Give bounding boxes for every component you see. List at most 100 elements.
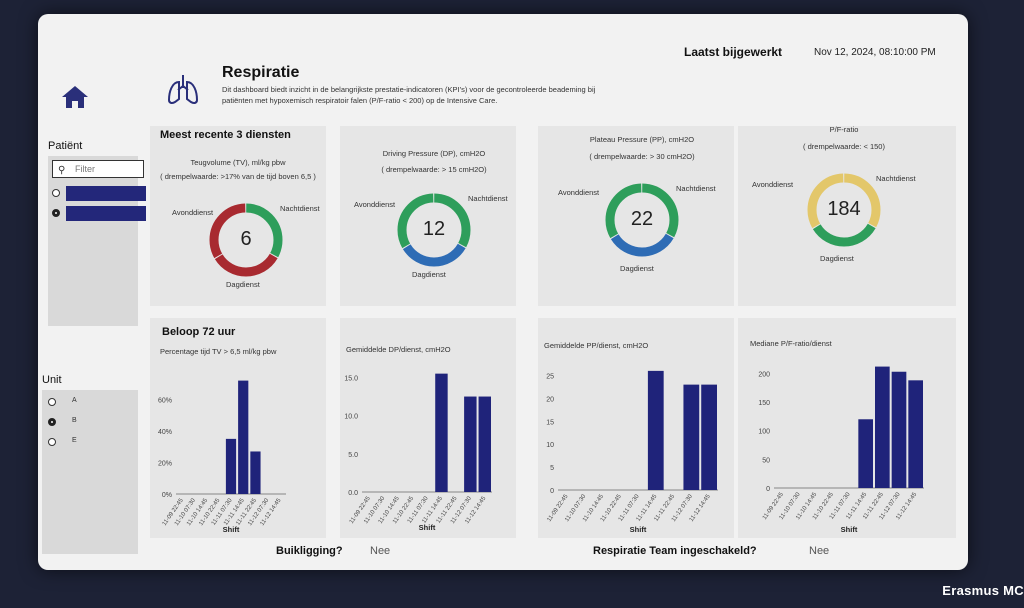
kpi-value: 22 bbox=[630, 208, 654, 230]
page-title: Respiratie bbox=[222, 64, 300, 81]
unit-option-label: B bbox=[72, 417, 77, 424]
donut-segment bbox=[209, 203, 283, 277]
kpi-value: 12 bbox=[422, 218, 446, 240]
x-axis-label: Shift bbox=[223, 525, 240, 534]
radio-button-selected[interactable] bbox=[52, 209, 60, 217]
y-tick-label: 15 bbox=[546, 419, 554, 426]
kpi-title: Plateau Pressure (PP), cmH2O bbox=[589, 135, 695, 144]
patient-option-1[interactable] bbox=[52, 186, 146, 202]
y-tick-label: 20% bbox=[158, 461, 172, 468]
y-tick-label: 200 bbox=[758, 371, 770, 378]
brand-logo-text: Erasmus MC bbox=[942, 583, 1024, 598]
x-axis-label: Shift bbox=[841, 525, 858, 534]
y-tick-label: 10.0 bbox=[344, 414, 358, 421]
bar bbox=[891, 371, 907, 488]
donut-label-dagdienst: Dagdienst bbox=[620, 264, 654, 273]
prone-label: Buikligging? bbox=[276, 545, 343, 557]
y-tick-label: 0.0 bbox=[348, 490, 358, 497]
x-axis-label: Shift bbox=[630, 525, 647, 534]
unit-panel: A B E bbox=[42, 390, 138, 554]
kpi-title: P/F-ratio bbox=[829, 125, 859, 134]
y-tick-label: 60% bbox=[158, 398, 172, 405]
y-tick-label: 20 bbox=[546, 396, 554, 403]
bar bbox=[225, 438, 237, 494]
chart-title: Gemiddelde PP/dienst, cmH2O bbox=[544, 341, 648, 350]
bar bbox=[464, 396, 477, 492]
team-label: Respiratie Team ingeschakeld? bbox=[593, 545, 757, 557]
kpi-threshold: ( drempelwaarde: > 30 cmH2O) bbox=[589, 152, 695, 161]
y-tick-label: 0 bbox=[766, 486, 770, 493]
bar bbox=[250, 451, 261, 494]
donut-segment bbox=[807, 173, 881, 247]
donut-label-dagdienst: Dagdienst bbox=[226, 280, 260, 289]
dashboard-screen: Respiratie Dit dashboard biedt inzicht i… bbox=[38, 14, 968, 570]
y-tick-label: 5 bbox=[550, 465, 554, 472]
kpi-donut bbox=[807, 173, 881, 247]
kpi-card-pp bbox=[538, 126, 734, 306]
bar bbox=[647, 370, 664, 490]
kpi-title: Driving Pressure (DP), cmH2O bbox=[382, 149, 486, 158]
patient-label: Patiënt bbox=[48, 140, 83, 152]
donut-label-nachtdienst: Nachtdienst bbox=[280, 204, 320, 213]
bar bbox=[875, 366, 890, 488]
radio-button[interactable] bbox=[48, 438, 56, 446]
bar bbox=[683, 384, 700, 490]
donut-segment bbox=[605, 183, 679, 257]
donut-label-dagdienst: Dagdienst bbox=[820, 254, 854, 263]
y-tick-label: 15.0 bbox=[344, 375, 358, 382]
kpi-value: 6 bbox=[240, 228, 252, 250]
bar-chart: Gemiddelde DP/dienst, cmH2O 0.0 5.0 10.0 15.… bbox=[344, 345, 492, 532]
x-axis-label: Shift bbox=[419, 523, 436, 532]
chart-title: Mediane P/F-ratio/dienst bbox=[750, 339, 833, 348]
kpi-card-pf bbox=[738, 126, 956, 306]
kpi-threshold: ( drempelwaarde: < 150) bbox=[803, 142, 885, 151]
donut-segment bbox=[397, 193, 471, 267]
team-value: Nee bbox=[809, 545, 830, 557]
kpi-threshold: ( drempelwaarde: >17% van de tijd boven … bbox=[160, 172, 316, 181]
unit-label: Unit bbox=[42, 374, 62, 386]
donut-segment bbox=[397, 193, 471, 267]
y-tick-label: 0% bbox=[162, 492, 172, 499]
donut-segment bbox=[807, 173, 881, 247]
prone-value: Nee bbox=[370, 545, 391, 557]
kpi-donut bbox=[605, 183, 679, 257]
search-icon: ⚲ bbox=[58, 165, 66, 176]
donut-label-nachtdienst: Nachtdienst bbox=[468, 194, 508, 203]
bar bbox=[478, 396, 491, 492]
donut-label-avonddienst: Avonddienst bbox=[752, 180, 794, 189]
kpi-donut bbox=[209, 203, 283, 277]
donut-label-dagdienst: Dagdienst bbox=[412, 270, 446, 279]
donut-segment bbox=[605, 183, 679, 257]
header: Respiratie Dit dashboard biedt inzicht i… bbox=[38, 14, 968, 126]
kpi-value: 184 bbox=[827, 198, 861, 220]
bar bbox=[435, 373, 448, 492]
patient-option-2[interactable] bbox=[52, 206, 146, 222]
radio-button-selected[interactable] bbox=[48, 418, 56, 426]
chart-card-tv bbox=[150, 318, 326, 538]
page-description: Dit dashboard biedt inzicht in de belang… bbox=[222, 85, 596, 105]
kpi-title: Teugvolume (TV), ml/kg pbw bbox=[190, 158, 286, 167]
home-icon[interactable] bbox=[60, 82, 90, 112]
unit-option-label: E bbox=[72, 437, 77, 444]
y-tick-label: 0 bbox=[550, 488, 554, 495]
donut-segment bbox=[209, 203, 283, 277]
donut-label-avonddienst: Avonddienst bbox=[354, 200, 396, 209]
last-updated-value: Nov 12, 2024, 08:10:00 PM bbox=[814, 47, 936, 58]
section-title-recent: Meest recente 3 diensten bbox=[160, 129, 291, 141]
section-title-trend: Beloop 72 uur bbox=[162, 326, 236, 338]
kpi-threshold: ( drempelwaarde: > 15 cmH2O) bbox=[381, 165, 487, 174]
bar-chart: Mediane P/F-ratio/dienst05010015020011-0… bbox=[750, 339, 924, 534]
y-tick-label: 50 bbox=[762, 457, 770, 464]
kpi-card-tv bbox=[150, 126, 326, 306]
patient-name-redacted bbox=[66, 206, 146, 221]
donut-segment bbox=[397, 193, 471, 267]
y-tick-label: 40% bbox=[158, 429, 172, 436]
patient-filter-input[interactable]: ⚲ Filter bbox=[52, 160, 144, 178]
donut-label-nachtdienst: Nachtdienst bbox=[876, 174, 916, 183]
bar bbox=[238, 380, 249, 494]
kpi-donut bbox=[397, 193, 471, 267]
donut-segment bbox=[209, 203, 283, 277]
donut-label-nachtdienst: Nachtdienst bbox=[676, 184, 716, 193]
radio-button[interactable] bbox=[48, 398, 56, 406]
radio-button[interactable] bbox=[52, 189, 60, 197]
